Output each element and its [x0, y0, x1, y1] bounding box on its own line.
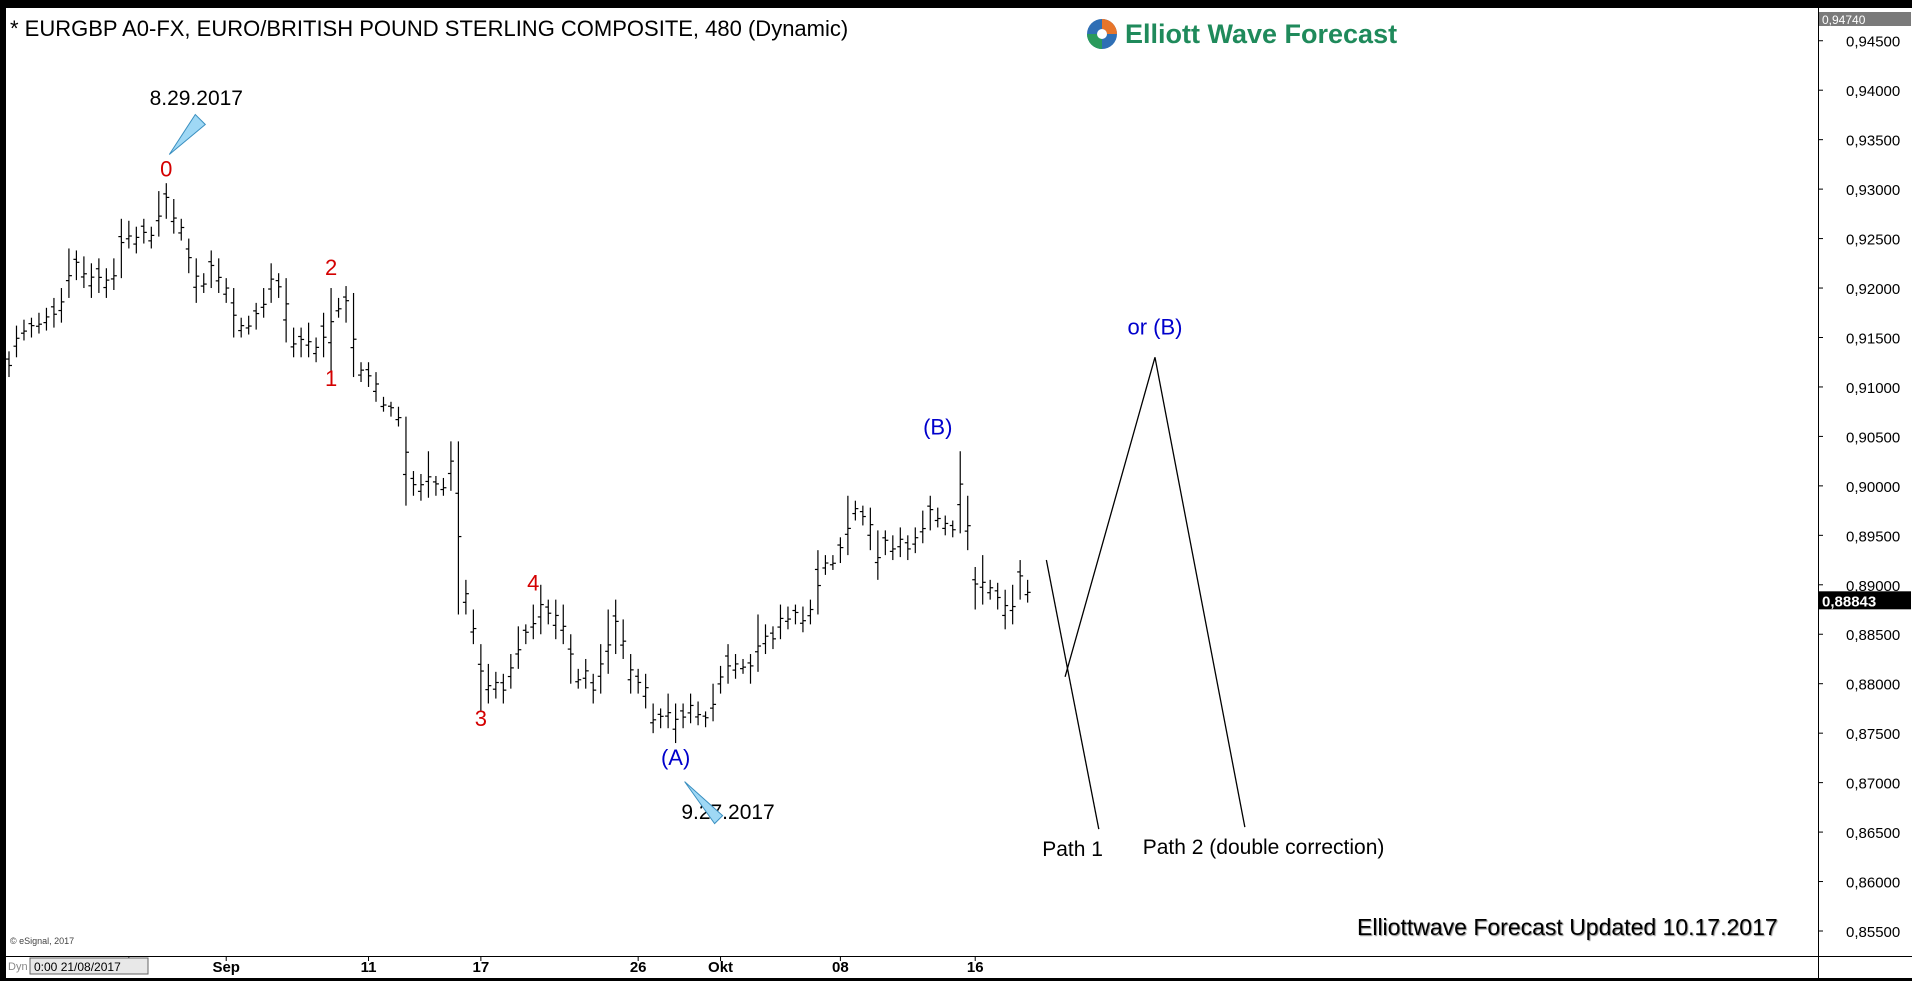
- price-axis-label: 0,92000: [1846, 281, 1900, 298]
- time-cursor-label: 0:00 21/08/2017: [34, 960, 121, 974]
- date-callout: 8.29.2017: [150, 87, 243, 110]
- wave-label: 3: [475, 706, 487, 731]
- price-axis-label: 0,89000: [1846, 578, 1900, 595]
- price-axis-label: 0,93500: [1846, 133, 1900, 150]
- wave-label: 0: [160, 156, 172, 181]
- time-axis-label: 16: [967, 959, 984, 976]
- brand-name: Elliott Wave Forecast: [1125, 18, 1398, 49]
- time-axis-label: 26: [630, 959, 647, 976]
- time-cursor-box: [29, 957, 149, 975]
- price-axis-label: 0,91500: [1846, 330, 1900, 347]
- brand-logo: Elliott Wave Forecast: [1085, 16, 1397, 52]
- copyright-text: © eSignal, 2017: [10, 936, 75, 946]
- time-cursor-prefix: Dyn: [8, 961, 28, 973]
- top-price-label: 0,94740: [1822, 13, 1866, 27]
- time-axis-label: Okt: [708, 959, 733, 976]
- path-label: Path 2 (double correction): [1143, 836, 1385, 859]
- wave-label: 1: [325, 366, 337, 391]
- price-axis-label: 0,88000: [1846, 677, 1900, 694]
- wave-label: 4: [527, 571, 539, 596]
- axis-corner: [1818, 956, 1912, 978]
- chart-title: * EURGBP A0-FX, EURO/BRITISH POUND STERL…: [10, 16, 849, 41]
- price-axis-label: 0,94500: [1846, 34, 1900, 51]
- price-axis-label: 0,87500: [1846, 726, 1900, 743]
- wave-label: (B): [923, 414, 952, 439]
- time-axis-label: 08: [832, 959, 849, 976]
- path-label: Path 1: [1042, 838, 1103, 861]
- wave-label: 2: [325, 255, 337, 280]
- callout-pointer-icon: [684, 781, 724, 825]
- price-axis-label: 0,86000: [1846, 875, 1900, 892]
- date-callout: 9.27.2017: [681, 801, 774, 824]
- price-axis[interactable]: [1818, 8, 1912, 956]
- top-price-marker: [1819, 12, 1911, 26]
- time-axis[interactable]: [6, 956, 1818, 978]
- updated-note: Elliottwave Forecast Updated 10.17.2017: [1357, 914, 1778, 940]
- price-axis-label: 0,90000: [1846, 479, 1900, 496]
- projection-path2-line: [1064, 357, 1246, 828]
- price-axis-label: 0,88500: [1846, 627, 1900, 644]
- projection-path1-line: [1045, 559, 1100, 830]
- price-axis-label: 0,85500: [1846, 924, 1900, 941]
- price-axis-label: 0,94000: [1846, 83, 1900, 100]
- price-axis-label: 0,87000: [1846, 776, 1900, 793]
- price-axis-label: 0,89500: [1846, 528, 1900, 545]
- last-price-marker: [1819, 591, 1911, 610]
- price-axis-label: 0,93000: [1846, 182, 1900, 199]
- time-axis-label: Sep: [212, 959, 240, 976]
- wave-label: (A): [661, 745, 690, 770]
- ewf-logo-icon: [1087, 19, 1117, 49]
- wave-label: or (B): [1127, 315, 1182, 340]
- plot-area[interactable]: [6, 8, 1818, 956]
- price-axis-label: 0,91000: [1846, 380, 1900, 397]
- time-axis-label: 17: [473, 959, 490, 976]
- price-axis-label: 0,90500: [1846, 429, 1900, 446]
- price-axis-label: 0,86500: [1846, 825, 1900, 842]
- time-axis-label: 11: [361, 959, 377, 976]
- last-price-label: 0,88843: [1822, 593, 1876, 610]
- price-axis-label: 0,92500: [1846, 232, 1900, 249]
- callout-pointer-icon: [168, 113, 207, 155]
